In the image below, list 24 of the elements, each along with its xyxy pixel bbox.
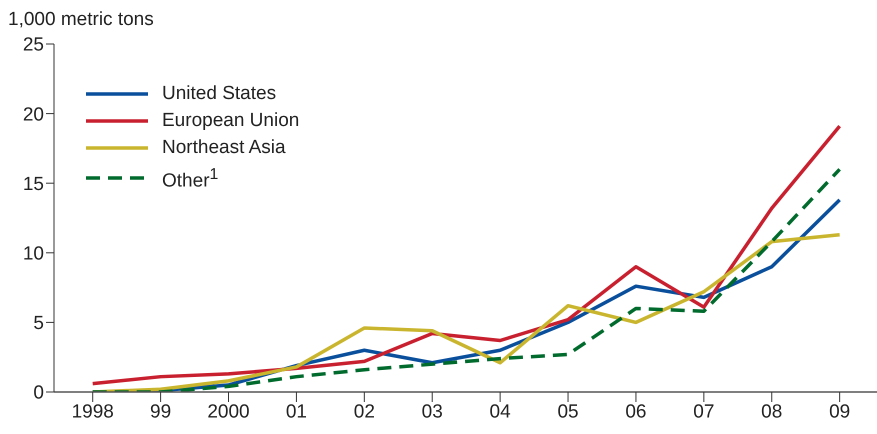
- x-tick-label: 1998: [72, 401, 114, 422]
- x-tick-label: 01: [286, 401, 307, 422]
- x-tick-label: 09: [829, 401, 850, 422]
- x-tick-label: 06: [625, 401, 647, 422]
- x-tick-label: 07: [693, 401, 714, 422]
- x-tick-label: 05: [557, 401, 579, 422]
- x-tick-label: 02: [354, 401, 375, 422]
- y-axis-title: 1,000 metric tons: [8, 8, 155, 32]
- legend-label: Northeast Asia: [162, 136, 286, 160]
- y-tick-label: 10: [22, 244, 44, 265]
- x-tick-label: 08: [761, 401, 782, 422]
- y-tick-label: 25: [22, 34, 44, 56]
- x-tick-label: 04: [490, 401, 512, 422]
- legend-label: European Union: [162, 109, 300, 133]
- legend-label: Other$^{1}$: [162, 165, 218, 194]
- x-tick-label: 99: [150, 401, 172, 422]
- x-tick-label: 03: [422, 401, 443, 422]
- x-tick-label: 2000: [207, 401, 250, 422]
- y-tick-label: 20: [22, 104, 44, 126]
- y-tick-label: 0: [33, 382, 44, 404]
- legend-label: United States: [162, 82, 276, 106]
- y-tick-label: 5: [33, 313, 44, 334]
- y-tick-label: 15: [22, 174, 44, 195]
- line-series: [90, 232, 842, 392]
